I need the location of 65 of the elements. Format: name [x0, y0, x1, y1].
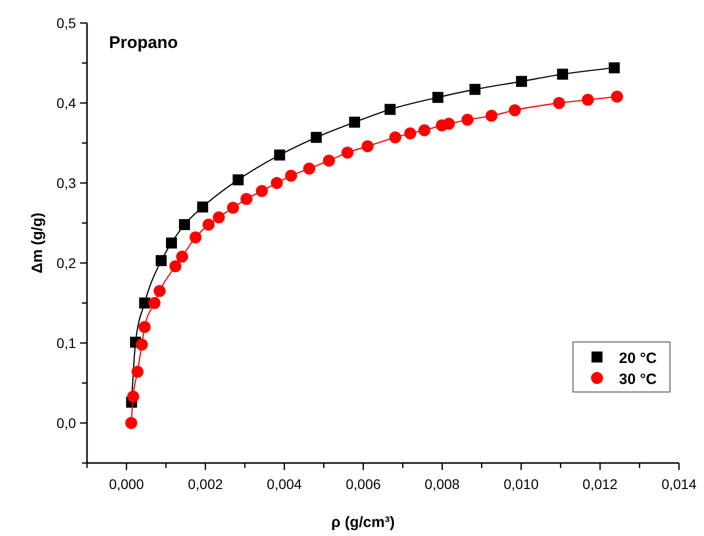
- point: [156, 255, 167, 266]
- point: [553, 97, 566, 109]
- point: [469, 84, 480, 95]
- point: [154, 285, 166, 297]
- point: [418, 124, 430, 136]
- point: [608, 62, 620, 74]
- y-tick-label: 0,0: [56, 415, 76, 431]
- x-tick-label: 0,014: [661, 476, 697, 492]
- point: [322, 154, 335, 167]
- point: [125, 417, 138, 429]
- point: [486, 110, 498, 122]
- point: [227, 202, 240, 214]
- text: Propano: [109, 33, 178, 52]
- y-axis-title: Δm (g/g): [29, 212, 46, 274]
- point: [349, 116, 360, 128]
- point: [240, 193, 252, 205]
- legend-label: 20 °C: [619, 350, 657, 367]
- x-tick-label: 0,012: [582, 476, 618, 492]
- point: [136, 338, 148, 351]
- y-tick-label: 0,5: [56, 15, 76, 31]
- x-axis-title: ρ (g/cm³): [331, 514, 395, 531]
- point: [341, 146, 354, 159]
- y-tick-label: 0,3: [56, 175, 76, 191]
- point: [127, 390, 140, 403]
- x-tick-label: 0,004: [266, 476, 302, 492]
- x-tick-label: 0,002: [188, 476, 224, 492]
- y-tick-label: 0,4: [56, 95, 76, 111]
- point: [202, 218, 215, 231]
- point: [274, 150, 286, 160]
- point: [310, 132, 322, 143]
- point: [432, 92, 444, 103]
- point: [384, 104, 396, 115]
- y-tick-label: 0,1: [56, 335, 76, 351]
- point: [232, 174, 244, 186]
- point: [557, 68, 568, 80]
- point: [132, 366, 144, 378]
- point: [389, 131, 402, 144]
- point: [362, 140, 374, 152]
- point: [404, 127, 416, 140]
- point: [270, 177, 283, 189]
- x-tick-label: 0,008: [424, 476, 460, 492]
- x-tick-label: 0,010: [504, 476, 539, 492]
- point: [176, 250, 188, 263]
- point: [285, 170, 298, 182]
- point: [139, 298, 150, 308]
- point: [190, 231, 202, 244]
- point: [303, 162, 316, 175]
- point: [178, 219, 190, 230]
- y-tick-label: 0,2: [56, 255, 76, 271]
- point: [442, 118, 455, 130]
- x-tick-label: 0,006: [346, 476, 381, 492]
- point: [256, 185, 268, 197]
- x-tick-label: 0,000: [108, 476, 144, 492]
- point: [508, 104, 521, 116]
- point: [461, 114, 474, 126]
- point: [169, 260, 182, 272]
- point: [212, 211, 225, 224]
- point: [197, 202, 208, 212]
- legend-label: 30 °C: [619, 371, 657, 388]
- point: [138, 321, 151, 333]
- point: [148, 297, 160, 309]
- point: [611, 90, 624, 103]
- point: [582, 94, 594, 106]
- point: [166, 238, 177, 248]
- point: [516, 76, 528, 87]
